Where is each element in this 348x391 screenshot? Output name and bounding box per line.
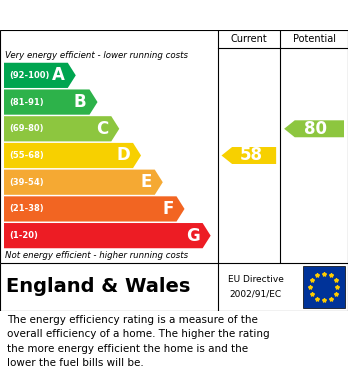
Text: (39-54): (39-54) [9,178,44,187]
Text: Not energy efficient - higher running costs: Not energy efficient - higher running co… [5,251,188,260]
Polygon shape [4,143,141,168]
Polygon shape [4,116,119,142]
Text: (92-100): (92-100) [9,71,49,80]
Text: 2002/91/EC: 2002/91/EC [230,290,282,299]
Polygon shape [221,147,276,164]
Polygon shape [284,120,344,137]
Text: Very energy efficient - lower running costs: Very energy efficient - lower running co… [5,50,188,59]
Polygon shape [4,223,211,248]
Polygon shape [4,170,163,195]
Text: (55-68): (55-68) [9,151,44,160]
Text: B: B [74,93,87,111]
Text: D: D [116,147,130,165]
Text: F: F [162,200,174,218]
Text: 58: 58 [239,147,262,165]
Text: The energy efficiency rating is a measure of the
overall efficiency of a home. T: The energy efficiency rating is a measur… [7,315,270,368]
Polygon shape [4,90,97,115]
Text: E: E [140,173,152,191]
Bar [303,266,345,308]
Text: Current: Current [230,34,267,44]
Text: C: C [96,120,108,138]
Text: G: G [186,227,200,245]
Text: (81-91): (81-91) [9,98,44,107]
Text: A: A [52,66,65,84]
Text: Energy Efficiency Rating: Energy Efficiency Rating [7,7,217,23]
Text: EU Directive: EU Directive [228,275,284,284]
Text: (21-38): (21-38) [9,204,44,213]
Text: England & Wales: England & Wales [6,278,190,296]
Polygon shape [4,63,76,88]
Text: (69-80): (69-80) [9,124,44,133]
Polygon shape [4,196,184,222]
Text: (1-20): (1-20) [9,231,38,240]
Text: 80: 80 [304,120,327,138]
Text: Potential: Potential [293,34,335,44]
